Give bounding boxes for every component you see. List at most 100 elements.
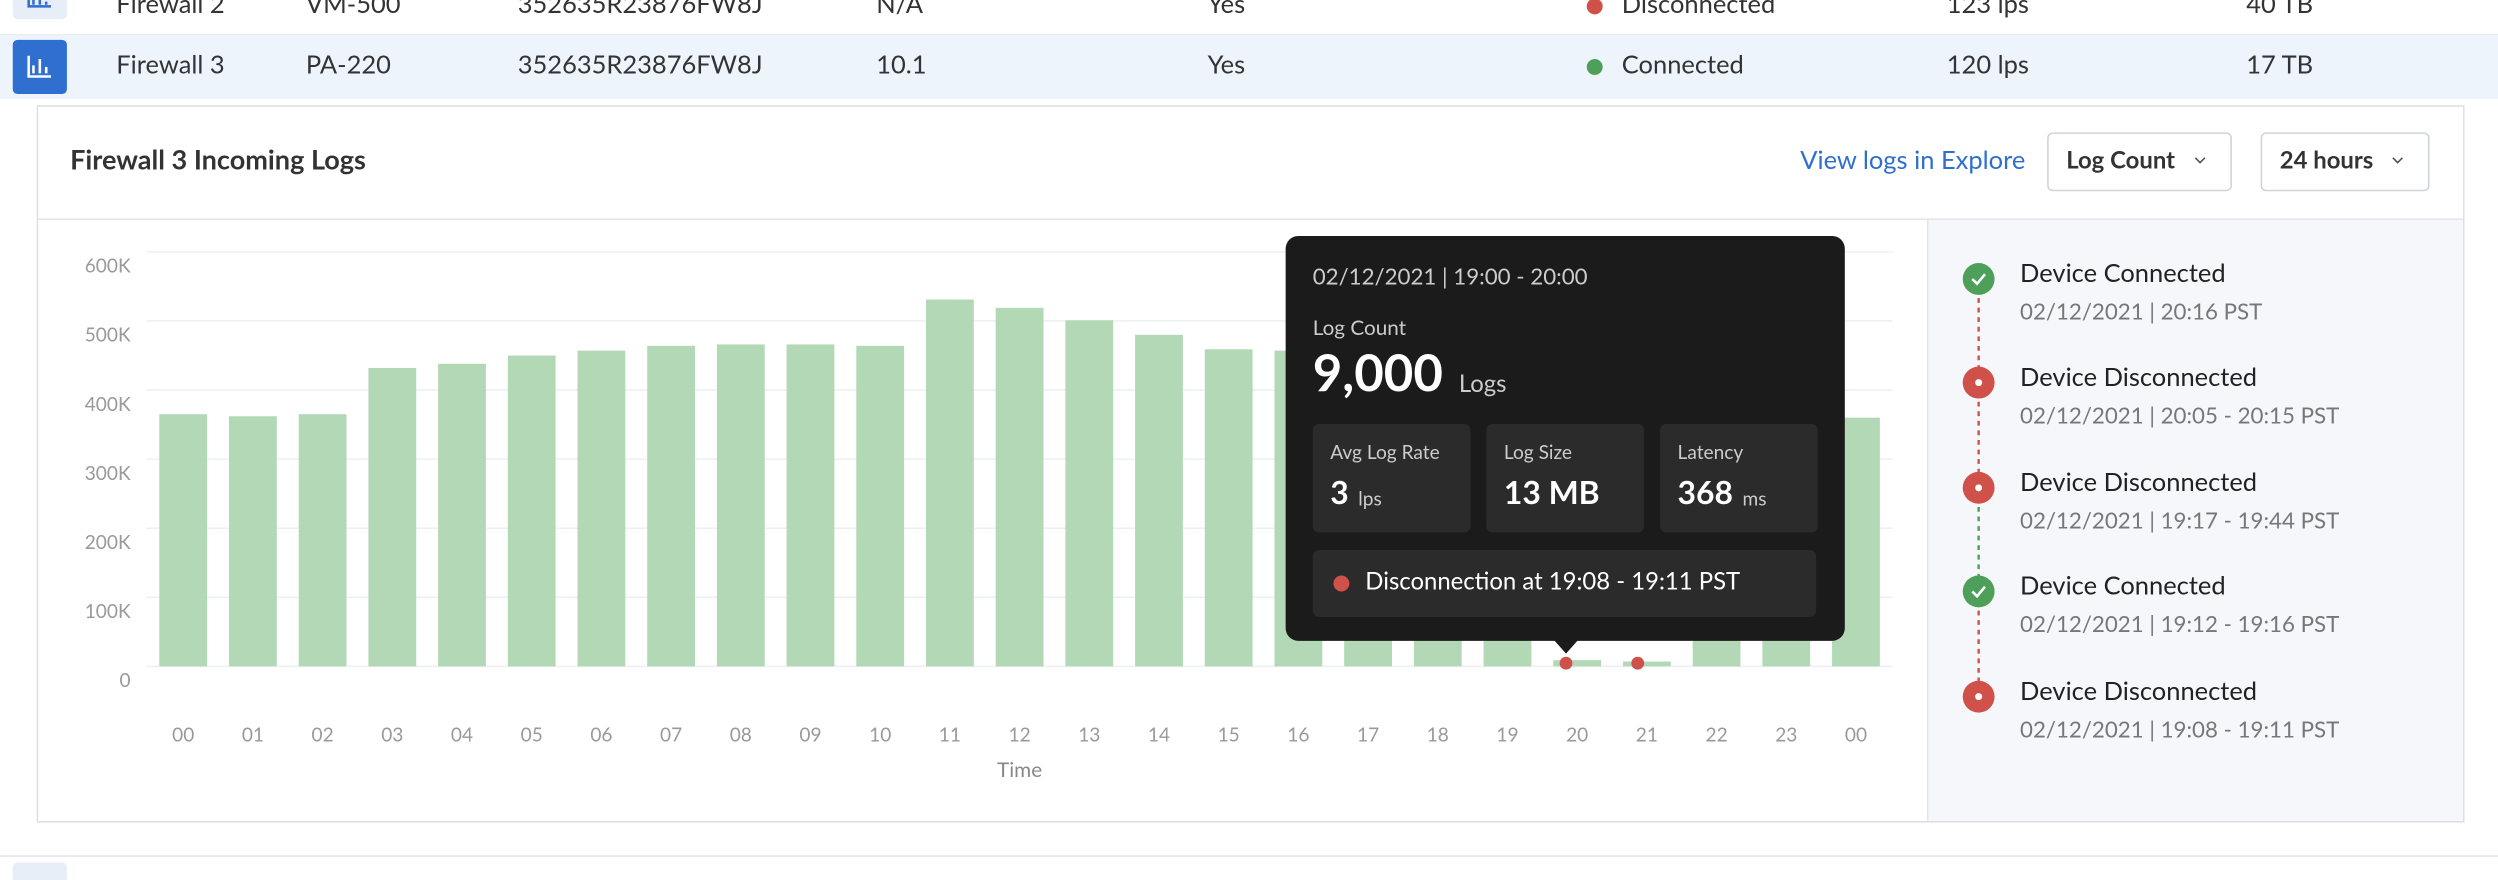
alert-box [1312,550,1817,617]
timeline-event: Device Disconnected [2020,362,2257,392]
range-dropdown[interactable] [2260,132,2430,192]
x-tick-label: 09 [799,723,821,746]
x-tick-label: 21 [1636,723,1658,746]
cell: Firewall 2 [116,0,224,19]
stat-box [1312,424,1471,533]
check [1971,273,1986,286]
check [1971,585,1986,599]
disconnect-dot [1559,656,1573,670]
status-dot [1586,0,1603,15]
disconnect-dot [1631,656,1645,670]
y-tick-label: 100K [85,600,131,623]
bar [507,355,556,667]
status-dot [1586,58,1603,75]
cell: 10.1 [876,49,926,79]
timeline-event: Device Connected [2020,571,2226,601]
dot [1975,379,1983,387]
dot [1975,484,1983,492]
x-tick-label: 07 [660,723,682,746]
stat-value: 368 [1678,473,1733,511]
stat-unit: ms [1743,487,1767,510]
chevron [2392,157,2403,164]
x-tick-label: 17 [1357,723,1379,746]
y-tick-label: 600K [85,255,131,278]
cell: 40 TB [2246,0,2313,19]
chart-icon [27,0,51,8]
bar [438,363,486,667]
cell: N/A [876,0,924,19]
x-tick-label: 00 [172,723,194,746]
y-tick-label: 400K [85,393,131,416]
chevron [2194,157,2206,164]
x-tick-label: 06 [590,723,612,746]
tooltip-value: 9,000 [1313,341,1443,402]
stat-label: Avg Log Rate [1330,441,1439,464]
cell: Connected [1622,49,1744,79]
next-row [0,854,2498,880]
cell: PA-220 [306,49,391,79]
bar [159,414,208,667]
stat-unit: lps [1358,487,1381,510]
metric-dropdown[interactable] [2047,132,2232,192]
bar [229,416,277,667]
timeline-time: 02/12/2021 | 19:08 - 19:11 PST [2020,715,2339,742]
y-tick-label: 200K [85,531,131,554]
bar [995,307,1044,667]
x-tick-label: 15 [1218,723,1240,746]
timeline-time: 02/12/2021 | 20:05 - 20:15 PST [2020,401,2339,428]
x-tick-label: 00 [1845,723,1867,746]
range-label: 24 hours [2280,146,2374,175]
stat-label: Log Size [1504,441,1572,464]
cell: 17 TB [2246,49,2313,79]
x-tick-label: 13 [1078,723,1100,746]
y-tick-label: 0 [120,669,131,692]
stat-value: 3 [1330,473,1348,511]
x-tick-label: 12 [1009,723,1031,746]
timeline-event: Device Disconnected [2020,676,2257,706]
bar [856,345,905,667]
cell: Yes [1208,0,1246,19]
bar [925,299,974,667]
cell: 352635R23876FW8J [518,0,763,19]
stat-box [1660,424,1818,533]
x-tick-label: 01 [242,723,264,746]
chart-icon [27,55,51,78]
bar [1135,334,1183,667]
cell: 352635R23876FW8J [518,49,763,79]
x-tick-label: 23 [1775,723,1797,746]
alert-text: Disconnection at 19:08 - 19:11 PST [1365,567,1740,596]
x-tick-label: 04 [451,723,473,746]
timeline-icon [1962,263,1995,295]
bar [647,345,695,667]
y-tick-label: 500K [85,324,131,347]
bar [1204,349,1253,667]
explore-link[interactable]: View logs in Explore [1800,145,2025,175]
x-tick-label: 20 [1566,723,1588,746]
bar [1065,320,1114,667]
timeline-time: 02/12/2021 | 20:16 PST [2020,298,2262,325]
timeline-time: 02/12/2021 | 19:12 - 19:16 PST [2020,610,2339,637]
cell: Yes [1208,49,1246,79]
x-tick-label: 14 [1148,723,1170,746]
metric-label: Log Count [2066,146,2175,175]
timeline-time: 02/12/2021 | 19:17 - 19:44 PST [2020,507,2339,534]
cell: VM-500 [306,0,401,19]
bar [1553,660,1602,667]
stat-box [1486,424,1645,533]
sidebar [1927,220,2463,822]
x-tick-label: 16 [1287,723,1309,746]
cell: Firewall 3 [116,49,224,79]
row-icon[interactable] [12,0,67,20]
x-axis-title: Time [997,758,1042,782]
bar [577,350,626,667]
x-tick-label: 10 [869,723,891,746]
x-tick-label: 02 [312,723,334,746]
bar [298,414,347,667]
dot [1975,693,1983,701]
x-tick-label: 08 [730,723,752,746]
row-icon[interactable] [12,862,67,880]
tooltip-label: Log Count [1313,316,1407,340]
x-tick-label: 05 [521,723,543,746]
bar [716,344,765,667]
